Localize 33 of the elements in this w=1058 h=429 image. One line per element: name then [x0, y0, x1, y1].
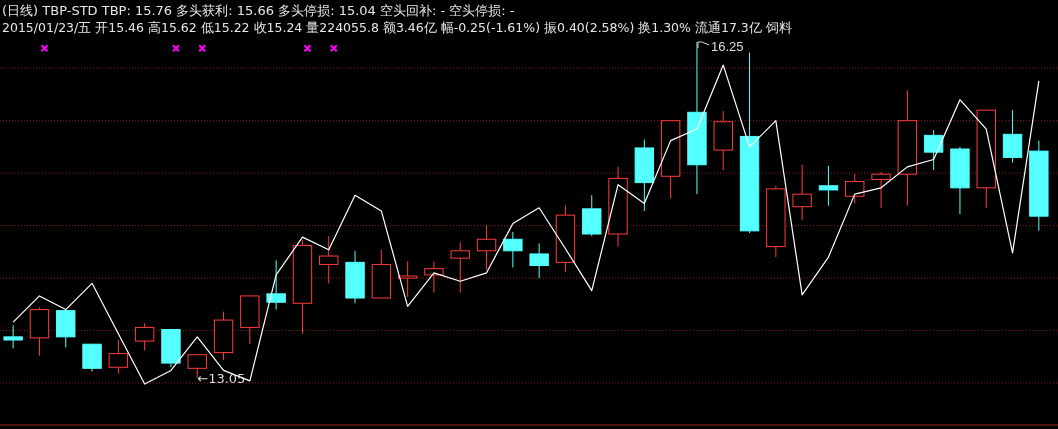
chart-title: (日线) TBP-STD TBP: 15.76 多头获利: 15.66 多头停损: 15.04 空头回补: - 空头停损: -: [2, 3, 515, 18]
candlestick: [424, 260, 444, 294]
candlestick: [82, 343, 102, 372]
candlestick: [608, 166, 628, 248]
candlestick: [792, 164, 812, 221]
candlestick: [503, 231, 523, 269]
candlestick: [108, 339, 129, 375]
candlestick: [371, 249, 392, 299]
candlestick: [1029, 140, 1049, 232]
candlestick: [240, 295, 260, 345]
candlestick: [450, 241, 470, 294]
candlestick: [161, 329, 181, 368]
candlestick: [397, 260, 418, 298]
candlestick: [29, 306, 50, 357]
candlestick: [897, 89, 918, 207]
annotation: 16.25: [710, 38, 744, 54]
candlestick: [266, 259, 286, 311]
candlestick: [292, 239, 313, 335]
candlestick: [818, 165, 839, 207]
candlestick: [766, 185, 786, 258]
candlestick: [319, 235, 339, 284]
candlestick: [529, 242, 549, 279]
candlestick: [660, 120, 681, 199]
candlestick: [1002, 109, 1023, 164]
candlestick: [845, 173, 865, 205]
candlestick: [345, 250, 365, 304]
candlestick: [476, 225, 497, 271]
candlestick: [950, 146, 970, 215]
candlestick: [976, 109, 996, 209]
candlestick: [871, 171, 891, 209]
annotation: ←13.05: [197, 370, 246, 386]
candlestick: [713, 110, 733, 171]
text: 2015/01/23/五 开15.46 高15.62 低15.22 收15.24 量224055.8 额3.46亿 幅-0.25(-1.61%) 振0.40(2.58%) 换1.30% 流通17.3亿 饲料: [2, 20, 792, 35]
